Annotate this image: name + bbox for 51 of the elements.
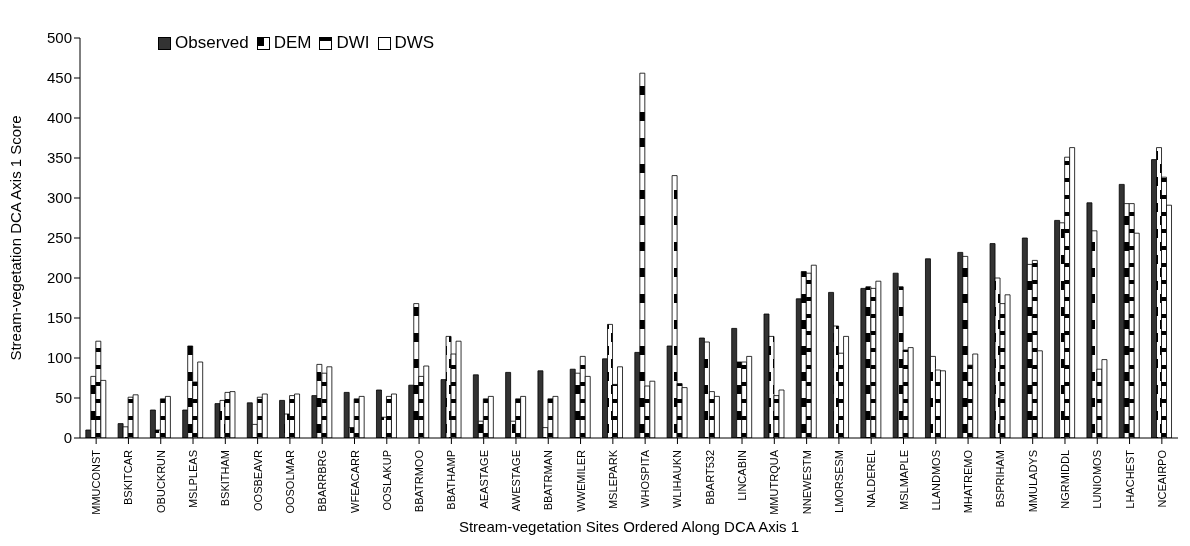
y-axis-title: Stream-vegetation DCA Axis 1 Score <box>7 115 25 361</box>
y-tick-label: 50 <box>55 389 72 407</box>
legend-label: DWS <box>393 33 435 53</box>
x-tick-label: BBART532 <box>703 450 716 505</box>
x-tick-label: WWEMILER <box>574 449 587 512</box>
x-tick-label: BBATRMOO <box>413 449 426 513</box>
x-tick-label: MSLMAPLE <box>897 450 910 510</box>
x-tick-label: OOSLAKUP <box>380 450 393 511</box>
x-tick-label: OBUCKRUN <box>154 449 167 513</box>
x-tick-label: LUNIOMOS <box>1091 450 1104 509</box>
x-tick-label: BSPRIHAM <box>994 450 1007 508</box>
y-tick-label: 350 <box>46 149 72 167</box>
y-tick-label: 400 <box>46 109 72 127</box>
legend-label: Observed <box>174 33 249 53</box>
x-tick-label: LHACHEST <box>1123 449 1136 509</box>
x-tick-label: NALDEREL <box>865 450 878 509</box>
x-tick-label: WHOSPITA <box>639 449 652 508</box>
x-tick-label: MSLEPARK <box>606 449 619 510</box>
y-tick-label: 250 <box>46 229 72 247</box>
legend-label: DWI <box>335 33 370 53</box>
y-tick-label: 300 <box>46 189 72 207</box>
x-tick-label: LINCABIN <box>736 449 749 501</box>
x-tick-label: WFEACARR <box>348 449 361 513</box>
x-tick-label: BSKITHAM <box>219 450 232 507</box>
legend-label: DEM <box>272 33 312 53</box>
x-tick-label: BSKITCAR <box>122 449 135 506</box>
y-tick-label: 450 <box>46 69 72 87</box>
x-tick-label: OOSBEAVR <box>251 449 264 511</box>
x-tick-label: BBATRMAN <box>542 449 555 511</box>
x-tick-label: OOSOLMAR <box>283 449 296 514</box>
x-tick-label: MHATREMO <box>962 449 975 514</box>
y-tick-label: 200 <box>46 269 72 287</box>
x-tick-label: BBARRBRG <box>316 450 329 512</box>
y-tick-label: 150 <box>46 309 72 327</box>
x-tick-label: BBATHAMP <box>445 450 458 510</box>
x-tick-label: NNEWESTM <box>800 450 813 515</box>
x-tick-label: LMORSESM <box>832 450 845 513</box>
x-tick-label: MSLPLEAS <box>187 450 200 509</box>
x-tick-label: MMUCONST <box>90 449 103 515</box>
y-tick-label: 500 <box>46 29 72 47</box>
x-axis-title: Stream-vegetation Sites Ordered Along DCA Axis 1 <box>458 518 800 535</box>
x-tick-label: MMULADYS <box>1026 450 1039 513</box>
y-tick-label: 0 <box>63 429 72 447</box>
x-tick-label: NCEAIRPO <box>1155 449 1168 508</box>
x-tick-label: NGRMIDDL <box>1058 450 1071 509</box>
x-tick-label: MMUTRQUA <box>768 449 781 515</box>
x-tick-label: AWESTAGE <box>509 450 522 512</box>
x-tick-label: AEASTAGE <box>477 450 490 509</box>
x-tick-label: WLIHAUKN <box>671 449 684 509</box>
x-tick-label: LLANDMOS <box>929 450 942 511</box>
y-tick-label: 100 <box>46 349 72 367</box>
